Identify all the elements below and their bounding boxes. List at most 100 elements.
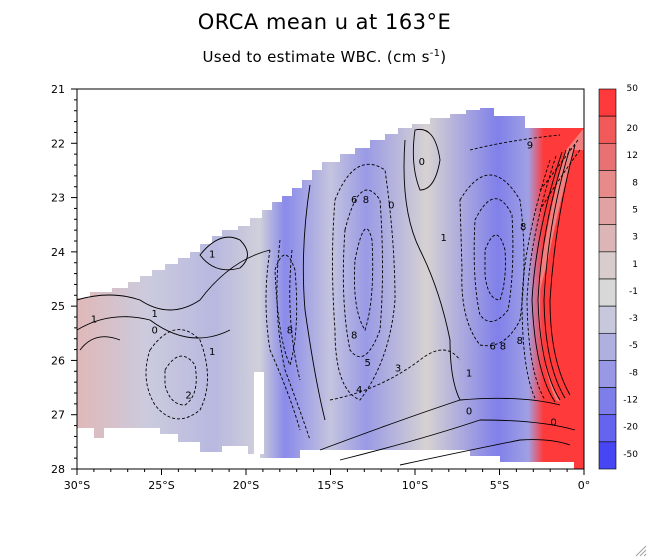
axes: 30°S 25°S 20°S 15°S 10°S 5°S 0° 21 22 23 24 25 26 27 2… xyxy=(51,83,590,492)
colorbar-swatch-13 xyxy=(598,441,617,470)
contour-label-20: 8 xyxy=(517,336,523,347)
colorbar-swatch-10 xyxy=(598,360,617,388)
colorbar-swatch-9 xyxy=(598,332,617,361)
contour-ridge2 xyxy=(403,139,461,401)
y-tick-label: 28 xyxy=(51,463,65,476)
y-tick-label: 27 xyxy=(51,409,65,422)
colorbar-swatch-3 xyxy=(598,170,617,198)
contour-label-0: 1 xyxy=(91,314,97,325)
contour-label-12: 8 xyxy=(363,195,369,206)
colorbar-label: 3 xyxy=(632,233,638,243)
contour-wbc-2 xyxy=(276,239,311,441)
y-tick-label: 23 xyxy=(51,192,65,205)
x-tick-label: 15°S xyxy=(317,479,343,492)
contour-label-17: 0 xyxy=(466,407,472,418)
contour-label-19: 8 xyxy=(500,342,506,353)
contour-pos-cell xyxy=(199,236,248,271)
colorbar-swatch-11 xyxy=(598,387,617,416)
colorbar-label: -1 xyxy=(629,287,638,297)
contour-neg-cell-inner xyxy=(164,355,197,406)
colorbar-swatch-4 xyxy=(598,197,617,226)
contour-neg-cell xyxy=(145,329,208,420)
contour-label-4: 1 xyxy=(209,249,215,260)
contour-label-18: 6 xyxy=(490,342,496,353)
y-tick-label: 21 xyxy=(51,83,65,96)
colorbar-label: -12 xyxy=(623,396,638,406)
land-gap xyxy=(254,372,264,454)
y-tick-label: 22 xyxy=(51,137,65,150)
contour-wbc-3 xyxy=(289,249,301,381)
x-tick-label: 10°S xyxy=(402,479,428,492)
contour-jet-4 xyxy=(531,151,563,403)
subtitle-close: ) xyxy=(440,48,447,66)
contour-label-10: 3 xyxy=(395,363,401,374)
contour-jet-6 xyxy=(521,159,551,399)
contour-jet-5 xyxy=(526,155,557,401)
velocity-field xyxy=(77,108,584,469)
colorbar-label: 12 xyxy=(627,151,638,161)
y-tick-label: 25 xyxy=(51,300,65,313)
colorbar-swatch-0 xyxy=(598,88,617,117)
contour-label-14: 0 xyxy=(419,157,425,168)
colorbar-label: 5 xyxy=(632,206,638,216)
x-tick-label: 5°S xyxy=(490,479,509,492)
colorbar-label: -50 xyxy=(623,450,638,460)
contour-label-8: 4 xyxy=(356,385,362,396)
contour-label-13: 0 xyxy=(388,200,394,211)
x-tick-label: 20°S xyxy=(233,479,259,492)
y-tick-label: 24 xyxy=(51,246,65,259)
x-tick-label: 30°S xyxy=(64,479,90,492)
contour-mid-cell-mid xyxy=(342,189,383,358)
contour-wbc-loop xyxy=(274,254,298,367)
colorbar-swatch-6 xyxy=(598,251,617,280)
contour-label-16: 1 xyxy=(466,369,472,380)
chart-subtitle: Used to estimate WBC. (cm s-1) xyxy=(0,48,649,66)
x-tick-label: 0° xyxy=(578,479,591,492)
contour-wbc-1 xyxy=(265,249,301,431)
contour-label-22: 9 xyxy=(527,141,533,152)
contour-label-1: 1 xyxy=(152,309,158,320)
contour-label-15: 1 xyxy=(441,233,447,244)
contour-jet-8 xyxy=(539,149,581,211)
subtitle-text: Used to estimate WBC. (cm s xyxy=(202,48,430,66)
colorbar-swatch-2 xyxy=(598,142,617,171)
resize-grip-icon[interactable] xyxy=(633,543,647,557)
contour-zero-south3 xyxy=(399,439,571,466)
contour-label-6: 8 xyxy=(287,325,293,336)
subtitle-exponent: -1 xyxy=(429,48,441,59)
colorbar-swatch-12 xyxy=(598,414,617,443)
colorbar: 50 20 12 8 5 3 1 -1 -3 -5 -8 -12 -20 -50 xyxy=(598,84,639,470)
contour-jet-7 xyxy=(539,139,579,191)
contour-lines xyxy=(77,128,581,466)
contour-label-2: 0 xyxy=(152,325,158,336)
contour-jet-2 xyxy=(543,147,571,399)
contour-jet-3 xyxy=(537,149,567,401)
colorbar-label: 1 xyxy=(632,260,638,270)
contour-mid-cell-outer xyxy=(332,163,396,401)
colorbar-label: 50 xyxy=(627,84,639,94)
contour-jet-1 xyxy=(549,144,576,396)
contour-zero-south xyxy=(319,397,561,451)
contour-mid-tail xyxy=(329,349,461,401)
contour-label-7: 8 xyxy=(351,331,357,342)
contour-west-1 xyxy=(77,249,271,311)
x-tick-label: 25°S xyxy=(148,479,174,492)
red-jet-core xyxy=(547,150,584,400)
chart-title: ORCA mean u at 163°E xyxy=(197,10,452,34)
contour-east-cell-mid xyxy=(473,198,514,322)
colorbar-swatch-1 xyxy=(598,115,617,144)
contour-west-pos xyxy=(79,336,121,351)
contour-label-3: 1 xyxy=(209,347,215,358)
colorbar-swatch-7 xyxy=(598,278,617,307)
contour-ridge-pos xyxy=(302,184,326,421)
contour-west-0 xyxy=(77,316,231,339)
colorbar-label: 20 xyxy=(627,124,639,134)
contour-label-23: 0 xyxy=(550,418,556,429)
contour-zero-south2 xyxy=(339,419,576,461)
colorbar-label: 8 xyxy=(632,178,638,188)
colorbar-swatch-8 xyxy=(598,305,617,334)
contour-east-north xyxy=(469,134,561,151)
y-tick-label: 26 xyxy=(51,354,65,367)
